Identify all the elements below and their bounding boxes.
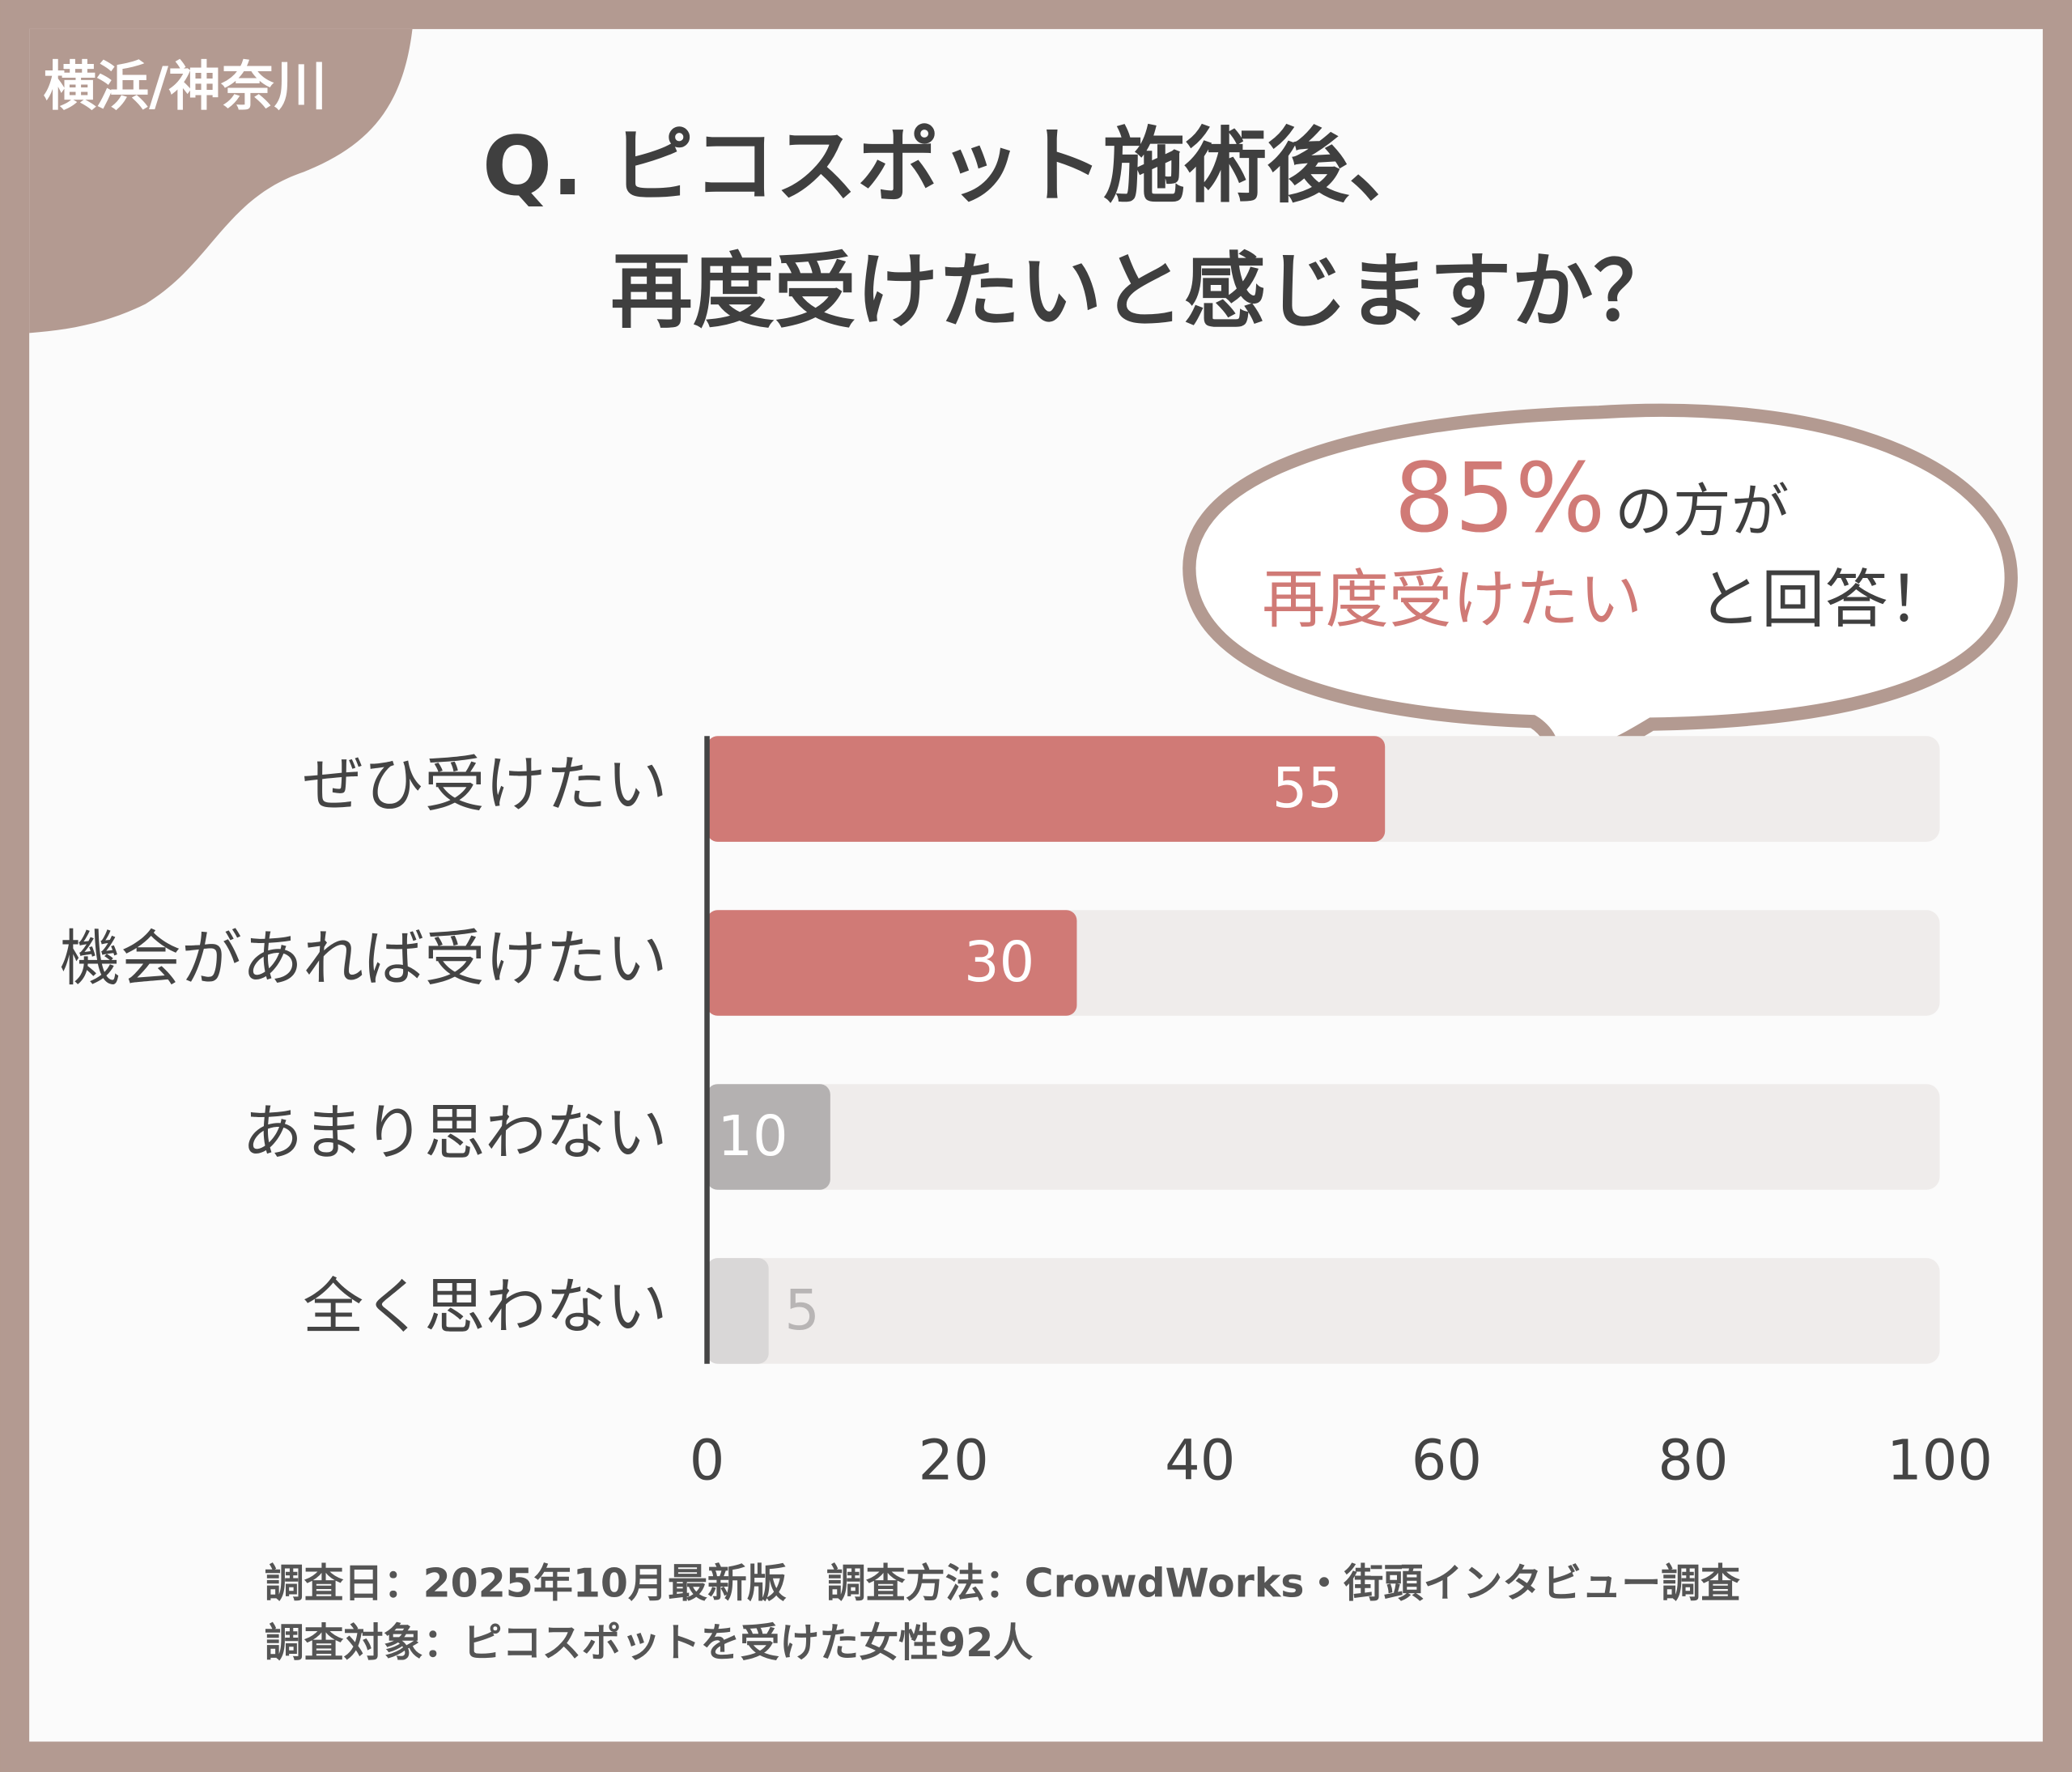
x-tick-label: 80 [1658, 1429, 1728, 1494]
value-label: 30 [964, 930, 1034, 995]
callout-text: の方が [1615, 477, 1789, 545]
bar-track [707, 1258, 1940, 1364]
corner-tag-bg [29, 28, 413, 334]
x-tick-label: 0 [690, 1429, 725, 1494]
callout-text: と回答！ [1698, 563, 1951, 636]
plot: 0 20 40 60 80 100 ぜひ受けたい 55 機会があれば受けたい 30 あまり思わない 1… [60, 736, 1993, 1494]
bar-track [707, 1084, 1940, 1190]
bar [707, 1258, 769, 1364]
x-tick-label: 60 [1412, 1429, 1482, 1494]
title-line: 再度受けたいと感じますか？ [610, 244, 1675, 339]
footnote: 調査日：2025年10月最新版 調査方法：CrowdWorks・街頭インタビュー… [265, 1560, 1740, 1606]
y-tick-label: ぜひ受けたい [303, 749, 667, 820]
y-tick-label: あまり思わない [242, 1097, 668, 1168]
callout-highlight: 再度受けたい [1262, 563, 1642, 636]
panel [29, 28, 2043, 1742]
x-tick-label: 40 [1165, 1429, 1235, 1494]
corner-tag: 横浜/神奈川 [44, 56, 327, 117]
x-tick-label: 100 [1887, 1429, 1993, 1494]
value-label: 55 [1272, 756, 1343, 821]
bar [707, 1084, 830, 1190]
value-label: 5 [784, 1278, 820, 1343]
y-tick-label: 機会があれば受けたい [60, 923, 668, 994]
footnote: 調査対象：ピコスポットを受けた女性92人 [265, 1620, 1034, 1666]
value-label: 10 [717, 1104, 788, 1169]
callout-figure: 85% [1394, 443, 1605, 554]
bar [707, 910, 1077, 1016]
x-tick-label: 20 [919, 1429, 989, 1494]
title-line: Q. ピコスポット施術後、 [482, 118, 1431, 214]
bar [707, 736, 1386, 842]
y-tick-label: 全く思わない [303, 1271, 667, 1342]
